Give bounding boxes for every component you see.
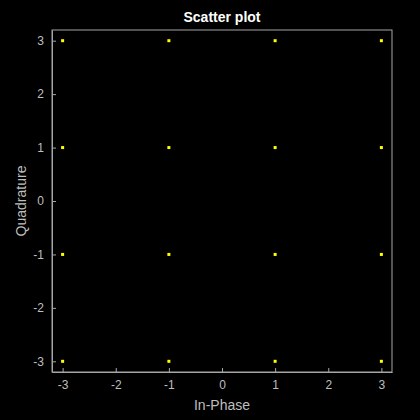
tick: 3 [379, 368, 386, 392]
tick: 0 [219, 368, 226, 392]
tick-label: 2 [37, 87, 44, 101]
tick-label: 2 [325, 378, 332, 392]
point [61, 253, 64, 256]
tick: 1 [272, 368, 279, 392]
tick: 3 [37, 34, 56, 48]
tick-mark [116, 368, 117, 372]
tick-label: 0 [219, 378, 226, 392]
point [61, 39, 64, 42]
point [274, 39, 277, 42]
tick-label: -3 [58, 378, 69, 392]
y-axis-title: Quadrature [13, 165, 29, 236]
point [61, 146, 64, 149]
tick-mark [52, 148, 56, 149]
tick: -1 [33, 248, 56, 262]
tick-label: 1 [37, 141, 44, 155]
plot-frame [52, 30, 392, 372]
title: Scatter plot [183, 9, 260, 25]
point [274, 253, 277, 256]
tick: 2 [37, 87, 56, 101]
x-axis-title: In-Phase [194, 397, 250, 413]
point [274, 146, 277, 149]
point [380, 253, 383, 256]
point [274, 360, 277, 363]
tick-label: -2 [33, 301, 44, 315]
tick-mark [52, 201, 56, 202]
tick-mark [52, 308, 56, 309]
tick-label: -1 [164, 378, 175, 392]
axis-line [53, 372, 393, 373]
point [167, 146, 170, 149]
tick-mark [328, 368, 329, 372]
tick-mark [222, 368, 223, 372]
background [0, 0, 420, 420]
tick: -2 [33, 301, 56, 315]
tick-label: 3 [37, 34, 44, 48]
tick-mark [63, 368, 64, 372]
tick: 2 [325, 368, 332, 392]
tick: -1 [164, 368, 175, 392]
tick-label: -3 [33, 355, 44, 369]
tick-label: 3 [379, 378, 386, 392]
tick-mark [381, 368, 382, 372]
tick-mark [52, 94, 56, 95]
point [167, 39, 170, 42]
chart: -3 -2 -1 0 1 2 3 -3 -2 -1 0 1 2 3 Scatter plot In-Phase… [0, 0, 420, 420]
tick-mark [275, 368, 276, 372]
tick-mark [52, 361, 56, 362]
plot-area: -3 -2 -1 0 1 2 3 -3 -2 -1 0 1 2 3 [33, 30, 392, 392]
tick: -3 [33, 355, 56, 369]
point [380, 146, 383, 149]
tick-label: 1 [272, 378, 279, 392]
tick-label: -2 [111, 378, 122, 392]
tick-label: -1 [33, 248, 44, 262]
tick: 1 [37, 141, 56, 155]
tick-label: 0 [37, 194, 44, 208]
tick: -3 [58, 368, 69, 392]
point [167, 253, 170, 256]
tick-mark [52, 41, 56, 42]
point [380, 39, 383, 42]
tick-mark [52, 254, 56, 255]
tick: -2 [111, 368, 122, 392]
point [167, 360, 170, 363]
point [380, 360, 383, 363]
tick: 0 [37, 194, 56, 208]
tick-mark [169, 368, 170, 372]
point [61, 360, 64, 363]
y-axis: -3 -2 -1 0 1 2 3 [33, 31, 56, 373]
x-axis: -3 -2 -1 0 1 2 3 [53, 368, 393, 392]
points [61, 39, 383, 363]
